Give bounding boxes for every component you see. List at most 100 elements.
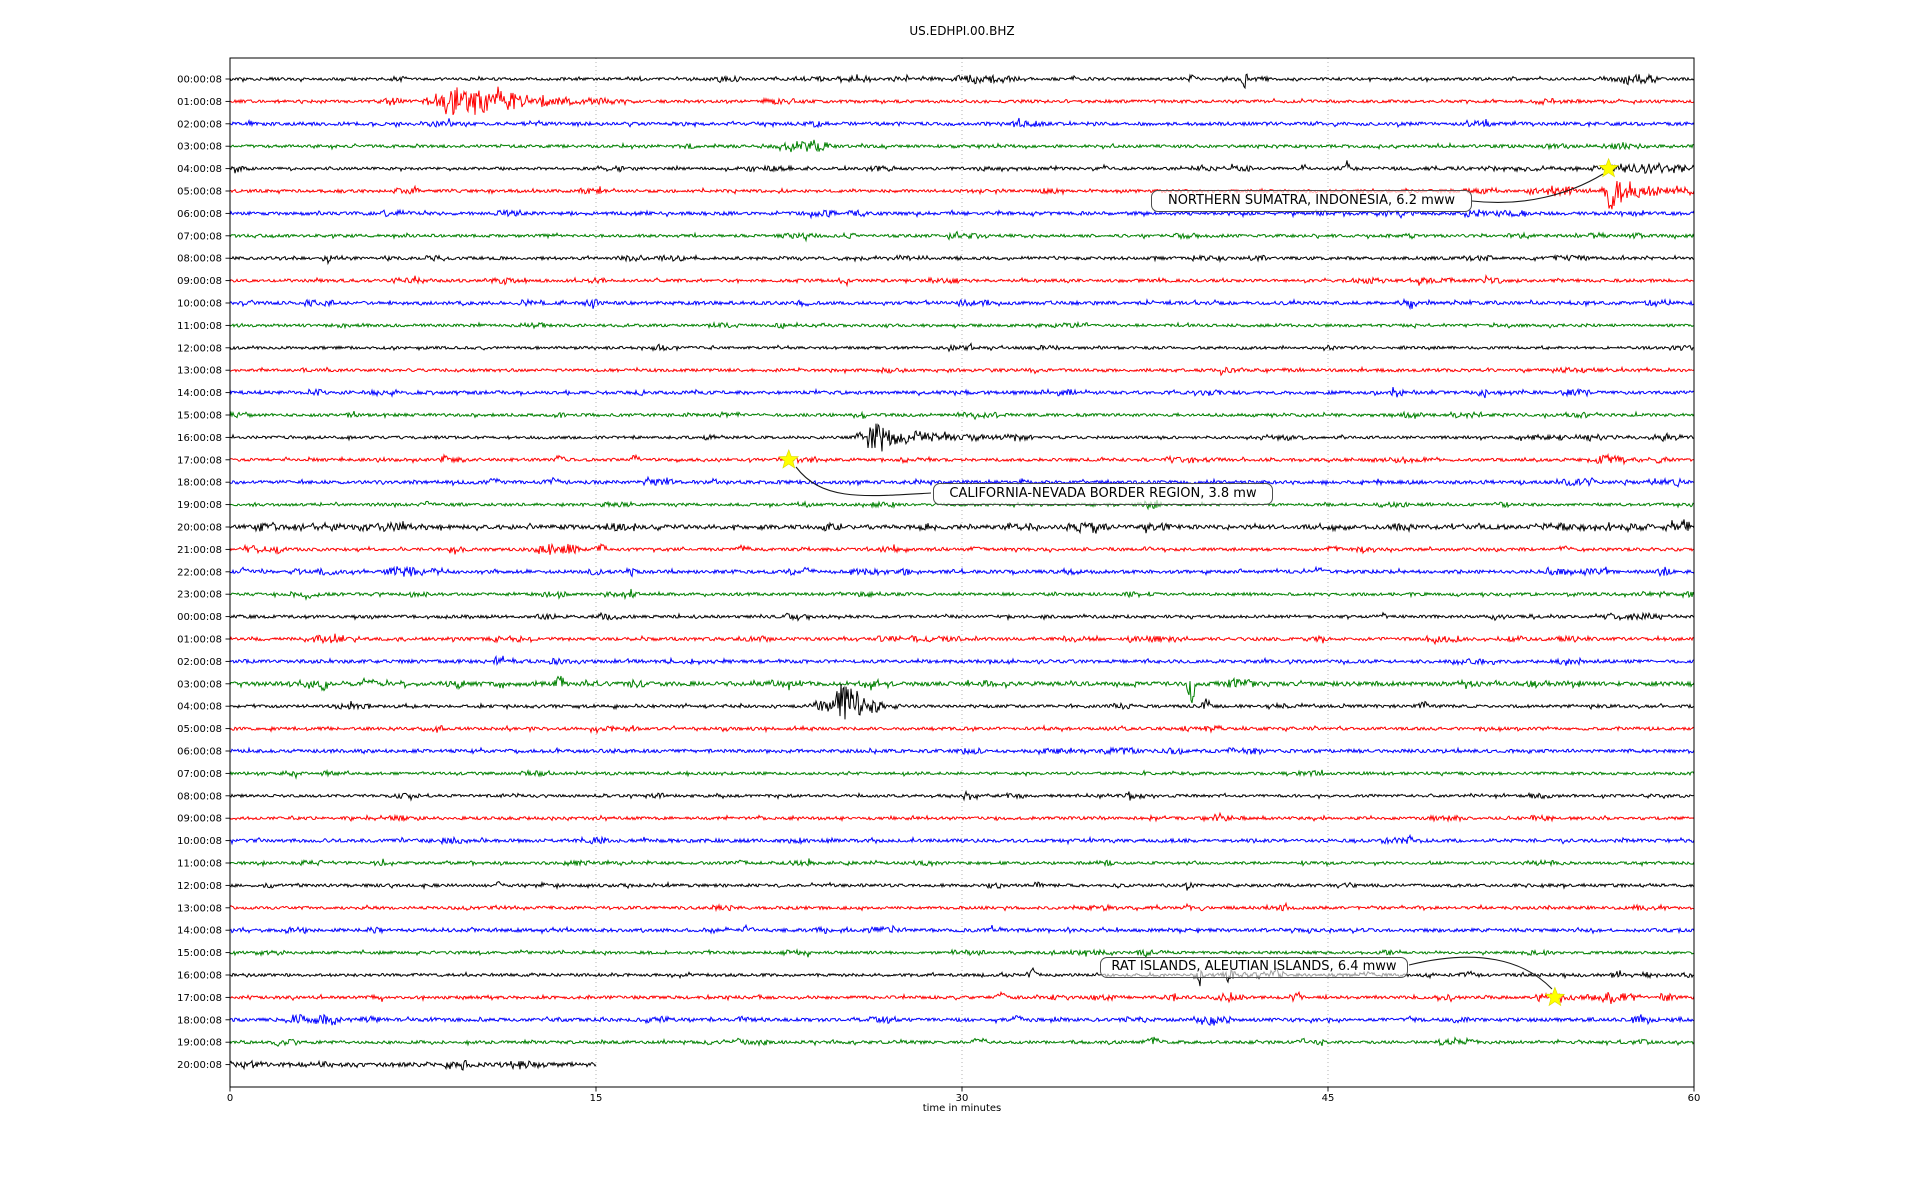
y-tick-label: 18:00:08 bbox=[177, 478, 222, 489]
trace-row bbox=[230, 519, 1694, 535]
y-tick-label: 21:00:08 bbox=[177, 545, 222, 556]
y-tick-label: 15:00:08 bbox=[177, 948, 222, 959]
y-tick-label: 01:00:08 bbox=[177, 97, 222, 108]
y-tick-label: 17:00:08 bbox=[177, 455, 222, 466]
y-tick-label: 14:00:08 bbox=[177, 926, 222, 937]
trace-row bbox=[230, 1036, 1694, 1047]
trace-row bbox=[230, 880, 1694, 891]
trace-row bbox=[230, 654, 1694, 667]
y-tick-label: 14:00:08 bbox=[177, 388, 222, 399]
event-arrow bbox=[795, 466, 932, 497]
trace-row bbox=[230, 365, 1694, 377]
event-star-icon bbox=[1598, 157, 1619, 178]
y-tick-label: 15:00:08 bbox=[177, 411, 222, 422]
trace-row bbox=[230, 180, 1694, 210]
trace-row bbox=[230, 966, 1694, 987]
y-tick-label: 13:00:08 bbox=[177, 903, 222, 914]
y-tick-label: 08:00:08 bbox=[177, 791, 222, 802]
trace-row bbox=[230, 633, 1694, 646]
y-tick-label: 06:00:08 bbox=[177, 209, 222, 220]
trace-row bbox=[230, 948, 1694, 959]
x-tick-label: 60 bbox=[1688, 1093, 1701, 1104]
y-tick-label: 16:00:08 bbox=[177, 971, 222, 982]
event-arrow bbox=[1471, 173, 1604, 204]
y-tick-label: 22:00:08 bbox=[177, 567, 222, 578]
trace-row bbox=[230, 901, 1694, 913]
trace-row bbox=[230, 253, 1694, 266]
y-tick-label: 03:00:08 bbox=[177, 142, 222, 153]
y-tick-label: 04:00:08 bbox=[177, 164, 222, 175]
trace-row bbox=[230, 423, 1694, 452]
trace-row bbox=[230, 588, 1694, 601]
trace-row bbox=[230, 320, 1694, 330]
y-tick-label: 09:00:08 bbox=[177, 814, 222, 825]
y-tick-label: 10:00:08 bbox=[177, 299, 222, 310]
trace-row bbox=[230, 73, 1694, 90]
trace-row bbox=[230, 990, 1694, 1004]
trace-row bbox=[230, 342, 1694, 353]
trace-row bbox=[230, 273, 1694, 288]
trace-row bbox=[230, 833, 1694, 846]
y-tick-label: 00:00:08 bbox=[177, 612, 222, 623]
trace-row bbox=[230, 387, 1694, 399]
trace-row bbox=[230, 1013, 1694, 1026]
y-tick-label: 18:00:08 bbox=[177, 1015, 222, 1026]
trace-row bbox=[230, 923, 1694, 935]
trace-row bbox=[230, 139, 1694, 153]
y-tick-label: 09:00:08 bbox=[177, 276, 222, 287]
y-tick-label: 07:00:08 bbox=[177, 769, 222, 780]
y-tick-label: 02:00:08 bbox=[177, 119, 222, 130]
y-tick-label: 08:00:08 bbox=[177, 254, 222, 265]
trace-row bbox=[230, 858, 1694, 868]
event-annotation: NORTHERN SUMATRA, INDONESIA, 6.2 mww bbox=[1151, 190, 1472, 212]
event-star-icon bbox=[1544, 986, 1566, 1007]
trace-row bbox=[230, 789, 1694, 802]
page-title: US.EDHPI.00.BHZ bbox=[909, 24, 1015, 38]
trace-row bbox=[230, 811, 1694, 823]
y-tick-label: 00:00:08 bbox=[177, 75, 222, 86]
trace-row bbox=[230, 410, 1694, 421]
y-tick-label: 10:00:08 bbox=[177, 836, 222, 847]
trace-row bbox=[230, 117, 1694, 129]
y-tick-label: 12:00:08 bbox=[177, 881, 222, 892]
y-tick-label: 16:00:08 bbox=[177, 433, 222, 444]
x-tick-label: 45 bbox=[1322, 1093, 1335, 1104]
y-tick-label: 04:00:08 bbox=[177, 702, 222, 713]
y-tick-label: 23:00:08 bbox=[177, 590, 222, 601]
y-tick-label: 12:00:08 bbox=[177, 343, 222, 354]
trace-row bbox=[230, 542, 1694, 555]
event-arrow bbox=[1408, 956, 1553, 990]
trace-group bbox=[230, 73, 1694, 1071]
y-tick-label: 20:00:08 bbox=[177, 523, 222, 534]
trace-row bbox=[230, 297, 1694, 311]
y-tick-label: 11:00:08 bbox=[177, 321, 222, 332]
trace-row bbox=[230, 86, 1694, 116]
trace-row bbox=[230, 208, 1694, 220]
trace-row bbox=[230, 160, 1694, 175]
x-tick-label: 0 bbox=[227, 1093, 233, 1104]
trace-row bbox=[230, 1059, 597, 1071]
y-tick-label: 17:00:08 bbox=[177, 993, 222, 1004]
y-tick-label: 06:00:08 bbox=[177, 747, 222, 758]
trace-row bbox=[230, 675, 1694, 704]
trace-row bbox=[230, 768, 1694, 780]
x-tick-label: 15 bbox=[590, 1093, 603, 1104]
trace-row bbox=[230, 746, 1694, 756]
event-annotation: CALIFORNIA-NEVADA BORDER REGION, 3.8 mw bbox=[933, 483, 1273, 505]
trace-row bbox=[230, 452, 1694, 466]
trace-row bbox=[230, 611, 1694, 622]
y-tick-label: 03:00:08 bbox=[177, 679, 222, 690]
event-star-icon bbox=[778, 448, 800, 469]
trace-row bbox=[230, 684, 1694, 720]
x-tick-label: 30 bbox=[956, 1093, 969, 1104]
y-tick-label: 01:00:08 bbox=[177, 635, 222, 646]
trace-row bbox=[230, 230, 1694, 243]
y-tick-label: 05:00:08 bbox=[177, 724, 222, 735]
y-tick-label: 13:00:08 bbox=[177, 366, 222, 377]
trace-row bbox=[230, 724, 1694, 735]
y-tick-label: 19:00:08 bbox=[177, 1038, 222, 1049]
y-tick-label: 07:00:08 bbox=[177, 231, 222, 242]
y-tick-label: 05:00:08 bbox=[177, 187, 222, 198]
